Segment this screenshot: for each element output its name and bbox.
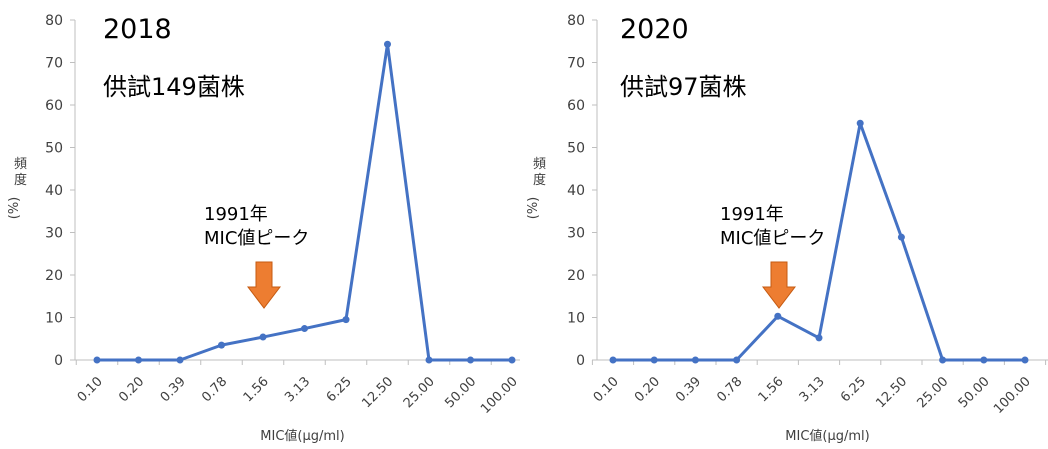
- data-point: [176, 356, 184, 364]
- x-tick-label: 0.78: [199, 374, 230, 405]
- chart-title: 2018: [103, 14, 172, 45]
- data-point: [939, 356, 947, 364]
- annotation-line1: 1991年: [204, 204, 268, 225]
- data-point: [691, 356, 699, 364]
- data-point: [650, 356, 658, 364]
- data-point: [218, 341, 225, 349]
- x-tick-label: 25.00: [401, 374, 438, 411]
- chart-subtitle: 供試149菌株: [103, 73, 245, 101]
- y-tick-label: 60: [45, 98, 63, 114]
- y-tick-label: 30: [567, 226, 585, 242]
- y-tick-label: 60: [567, 98, 585, 114]
- y-axis-label: 頻度: [533, 157, 546, 188]
- data-point: [774, 312, 782, 320]
- chart-2018: 0 10 20 30 40 50 60 70 80 0.10 0.20 0.39 0.78 1.56 3.…: [0, 0, 524, 445]
- x-axis: 0.10 0.20 0.39 0.78 1.56 3.13 6.25 12.50 25.00 50…: [591, 359, 1048, 417]
- y-axis: 0 10 20 30 40 50 60 70 80: [567, 13, 598, 369]
- x-axis-label: MIC値(μg/ml): [785, 428, 869, 444]
- y-tick-label: 10: [45, 311, 63, 327]
- chart-subtitle: 供試97菌株: [620, 73, 747, 101]
- data-point: [342, 316, 350, 324]
- x-tick-label: 3.13: [282, 374, 313, 405]
- y-tick-label: 0: [576, 353, 585, 369]
- annotation-line2: MIC値ピーク: [720, 228, 825, 249]
- x-tick-label: 0.10: [75, 374, 106, 405]
- y-tick-label: 70: [567, 56, 585, 72]
- y-tick-label: 20: [45, 268, 63, 284]
- x-tick-label: 100.00: [991, 374, 1034, 417]
- x-tick-label: 0.20: [632, 374, 663, 405]
- y-axis-label: 頻度: [14, 157, 27, 188]
- x-axis-label: MIC値(μg/ml): [260, 428, 344, 444]
- annotation-line2: MIC値ピーク: [204, 228, 309, 249]
- y-tick-label: 50: [567, 141, 585, 157]
- y-tick-label: 70: [45, 56, 63, 72]
- y-tick-label: 40: [567, 183, 585, 199]
- x-tick-label: 100.00: [478, 374, 521, 417]
- data-point: [815, 334, 823, 342]
- data-point: [425, 356, 433, 364]
- y-tick-label: 80: [567, 13, 585, 29]
- x-tick-label: 12.50: [873, 374, 910, 411]
- x-tick-label: 3.13: [797, 374, 828, 405]
- data-point: [93, 356, 101, 364]
- data-point: [733, 356, 741, 364]
- chart-title: 2020: [620, 14, 689, 45]
- annotation-arrow-icon: [246, 261, 282, 309]
- y-tick-label: 40: [45, 183, 63, 199]
- data-point: [135, 356, 142, 364]
- y-tick-label: 20: [567, 268, 585, 284]
- data-points: [609, 119, 1029, 364]
- data-point: [897, 233, 905, 241]
- y-axis-label-unit: (%): [526, 197, 541, 220]
- y-tick-label: 30: [45, 226, 63, 242]
- data-point: [609, 356, 617, 364]
- data-point: [1021, 356, 1029, 364]
- x-tick-label: 0.20: [116, 374, 147, 405]
- data-point: [856, 119, 864, 127]
- data-point: [508, 356, 516, 364]
- y-tick-label: 10: [567, 311, 585, 327]
- data-point: [384, 40, 391, 48]
- annotation-line1: 1991年: [720, 204, 784, 225]
- x-tick-label: 12.50: [359, 374, 396, 411]
- annotation-arrow-icon: [761, 261, 797, 309]
- x-tick-label: 0.39: [673, 374, 704, 405]
- x-axis: 0.10 0.20 0.39 0.78 1.56 3.13 6.25 12.50 25.00 50…: [75, 359, 521, 417]
- y-tick-label: 50: [45, 141, 63, 157]
- y-tick-label: 0: [54, 353, 63, 369]
- x-tick-label: 0.78: [714, 374, 745, 405]
- chart-2020: 0 10 20 30 40 50 60 70 80 0.10 0.20 0.39 0.78 1.56 3.…: [524, 0, 1048, 445]
- x-tick-label: 6.25: [838, 374, 869, 405]
- x-tick-label: 1.56: [756, 374, 787, 405]
- data-point: [467, 356, 474, 364]
- data-points: [93, 40, 516, 364]
- x-tick-label: 0.10: [591, 374, 622, 405]
- chart-2020-svg: 0 10 20 30 40 50 60 70 80 0.10 0.20 0.39 0.78 1.56 3.…: [526, 13, 1048, 444]
- data-point: [259, 333, 267, 341]
- y-axis-label-unit: (%): [7, 197, 22, 220]
- x-tick-label: 6.25: [324, 374, 355, 405]
- x-tick-label: 25.00: [915, 374, 952, 411]
- x-tick-label: 1.56: [241, 374, 272, 405]
- y-tick-label: 80: [45, 13, 63, 29]
- data-point: [980, 356, 988, 364]
- y-axis: 0 10 20 30 40 50 60 70 80: [45, 13, 76, 369]
- chart-2018-svg: 0 10 20 30 40 50 60 70 80 0.10 0.20 0.39 0.78 1.56 3.…: [7, 13, 521, 444]
- x-tick-label: 0.39: [158, 374, 189, 405]
- x-tick-label: 50.00: [442, 374, 479, 411]
- x-tick-label: 50.00: [956, 374, 993, 411]
- data-point: [301, 325, 308, 333]
